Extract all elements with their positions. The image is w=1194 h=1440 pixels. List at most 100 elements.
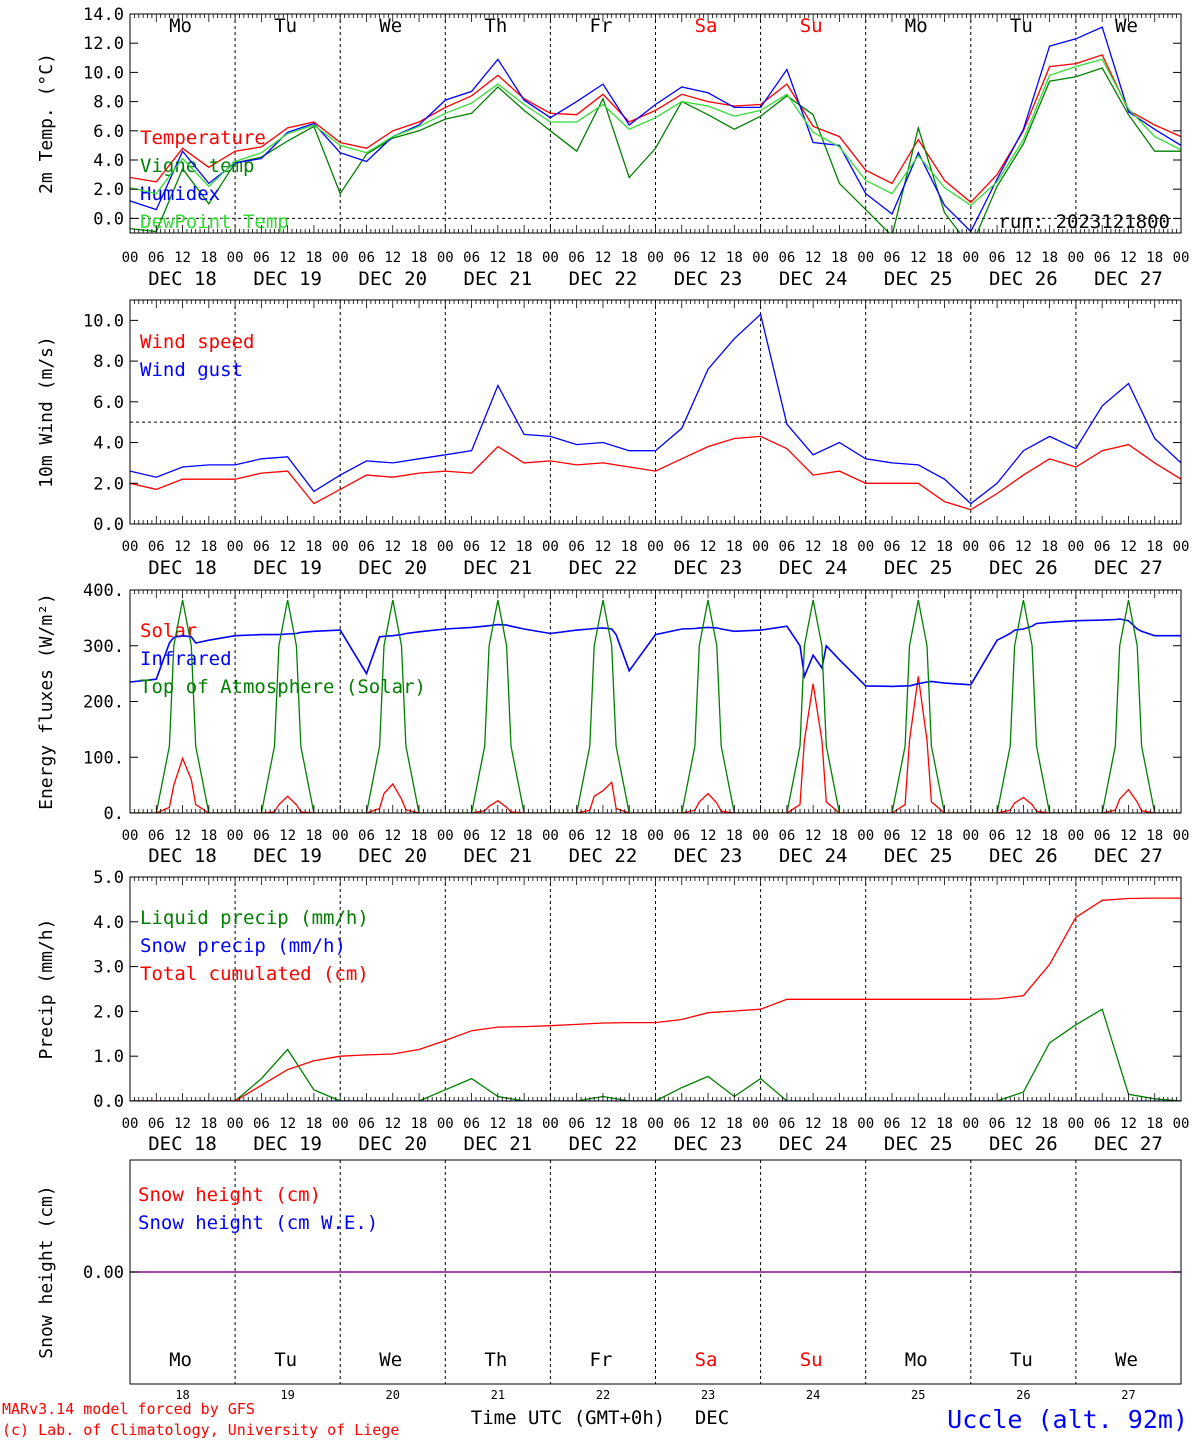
hour-label: 06	[148, 539, 165, 555]
day-label: DEC 24	[779, 268, 848, 290]
day-label: DEC 24	[779, 1133, 848, 1155]
hour-label: 06	[463, 828, 480, 844]
day-number: 21	[491, 1388, 505, 1402]
y-tick-label: 10.0	[83, 63, 124, 83]
hour-label: 00	[437, 539, 454, 555]
hour-label: 06	[1094, 1116, 1111, 1132]
hour-label: 00	[122, 1116, 139, 1132]
hour-label: 18	[1146, 250, 1163, 266]
hour-label: 12	[1015, 1116, 1032, 1132]
hour-label: 12	[1015, 250, 1032, 266]
hour-label: 00	[752, 250, 769, 266]
y-tick-label: 8.0	[93, 352, 124, 372]
series-line	[130, 676, 1181, 813]
hour-label: 00	[437, 250, 454, 266]
hour-label: 18	[305, 539, 322, 555]
day-label: DEC 27	[1094, 557, 1163, 579]
hour-label: 12	[1120, 1116, 1137, 1132]
day-label: DEC 18	[148, 1133, 217, 1155]
panel-frame	[129, 299, 1182, 525]
day-label: DEC 27	[1094, 1133, 1163, 1155]
hour-label: 12	[279, 539, 296, 555]
hour-label: 12	[384, 539, 401, 555]
day-label: DEC 21	[464, 557, 533, 579]
y-tick-label: 6.0	[93, 122, 124, 142]
hour-label: 18	[411, 1116, 428, 1132]
day-label: DEC 20	[358, 1133, 427, 1155]
hour-label: 18	[936, 539, 953, 555]
weekday-label: Fr	[590, 15, 613, 37]
legend-entry: Temperature	[140, 127, 266, 149]
legend-entry: Liquid precip (mm/h)	[140, 907, 369, 929]
hour-label: 06	[148, 1116, 165, 1132]
hour-label: 00	[122, 250, 139, 266]
hour-label: 00	[227, 828, 244, 844]
hour-label: 00	[227, 1116, 244, 1132]
day-number: 23	[701, 1388, 715, 1402]
hour-label: 00	[1173, 250, 1190, 266]
hour-label: 06	[1094, 828, 1111, 844]
panel-2: Wind speed Wind gust 10.0 8.0 6.0 4.0 2.0 0.0 10…	[36, 299, 1189, 579]
day-number: 26	[1016, 1388, 1030, 1402]
legend-entry: Snow precip (mm/h)	[140, 935, 346, 957]
series-line	[130, 26, 1181, 233]
y-tick-label: 4.0	[93, 151, 124, 171]
series-line	[130, 435, 1181, 511]
x-axis-title: Time UTC (GMT+0h)	[471, 1407, 665, 1429]
weekday-label: Mo	[905, 15, 928, 37]
day-number: 22	[596, 1388, 610, 1402]
hour-label: 18	[726, 539, 743, 555]
hour-label: 18	[516, 1116, 533, 1132]
y-tick-label: 100.	[83, 748, 124, 768]
hour-label: 12	[805, 250, 822, 266]
day-label: DEC 20	[358, 557, 427, 579]
hour-label: 00	[122, 828, 139, 844]
hour-label: 06	[253, 828, 270, 844]
hour-label: 00	[857, 250, 874, 266]
day-label: DEC 25	[884, 845, 953, 867]
hour-label: 00	[542, 1116, 559, 1132]
weekday-label: Tu	[274, 1349, 297, 1371]
y-tick-label: 300.	[83, 637, 124, 657]
hour-label: 06	[884, 828, 901, 844]
hour-label: 06	[778, 539, 795, 555]
y-tick-label: 14.0	[83, 5, 124, 25]
hour-label: 12	[1015, 539, 1032, 555]
hour-label: 12	[384, 828, 401, 844]
hour-label: 00	[332, 1116, 349, 1132]
hour-label: 00	[647, 250, 664, 266]
day-label: DEC 18	[148, 268, 217, 290]
day-label: DEC 24	[779, 845, 848, 867]
hour-label: 06	[568, 828, 585, 844]
day-label: DEC 22	[569, 268, 638, 290]
hour-label: 00	[962, 539, 979, 555]
hour-label: 12	[700, 539, 717, 555]
hour-label: 06	[884, 1116, 901, 1132]
hour-label: 00	[857, 539, 874, 555]
hour-label: 12	[1015, 828, 1032, 844]
day-label: DEC 20	[358, 845, 427, 867]
day-label: DEC 22	[569, 845, 638, 867]
hour-label: 06	[1094, 250, 1111, 266]
hour-label: 00	[437, 828, 454, 844]
hour-label: 12	[700, 828, 717, 844]
weekday-label: Th	[484, 15, 507, 37]
hour-label: 00	[332, 828, 349, 844]
hour-label: 00	[332, 539, 349, 555]
day-label: DEC 23	[674, 268, 743, 290]
y-tick-label: 5.0	[93, 868, 124, 888]
day-label: DEC 21	[464, 1133, 533, 1155]
hour-label: 18	[621, 250, 638, 266]
panel-frame	[129, 589, 1182, 814]
hour-label: 06	[358, 828, 375, 844]
day-label: DEC 19	[253, 557, 322, 579]
footer: Time UTC (GMT+0h) DEC MARv3.14 model for…	[2, 1400, 1188, 1439]
hour-label: 06	[148, 828, 165, 844]
hour-label: 18	[200, 1116, 217, 1132]
y-tick-label: 4.0	[93, 434, 124, 454]
hour-label: 18	[726, 828, 743, 844]
hour-label: 18	[621, 539, 638, 555]
hour-label: 06	[673, 539, 690, 555]
hour-label: 18	[726, 250, 743, 266]
day-label: DEC 19	[253, 845, 322, 867]
